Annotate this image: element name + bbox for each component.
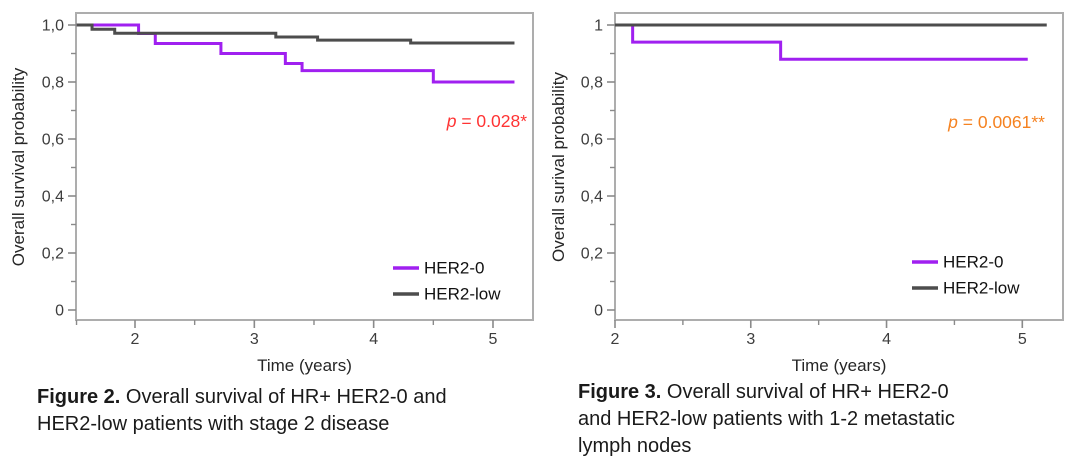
y-axis-tick-label: 0,2 (42, 246, 64, 263)
y-axis-label: Overall survival probability (9, 67, 28, 266)
figure-2-caption-text: Overall survival of HR+ HER2-0 and HER2-… (37, 386, 447, 435)
figure-3-caption: Figure 3. Overall survival of HR+ HER2-0… (578, 379, 1048, 460)
y-axis-tick-label: 0,4 (42, 189, 64, 206)
her2-low-curve (76, 23, 515, 45)
legend-label-her2-low: HER2-low (943, 279, 1020, 298)
y-axis-tick-label: 1,0 (42, 18, 64, 35)
figure-2-caption-label: Figure 2. (37, 386, 121, 408)
figure-2-caption: Figure 2. Overall survival of HR+ HER2-0… (37, 384, 515, 438)
y-axis-tick-label: 0,8 (42, 75, 64, 92)
x-axis-tick-label: 5 (1018, 331, 1027, 348)
y-axis-tick-label: 0,6 (42, 132, 64, 149)
y-axis-tick-label: 0 (55, 303, 64, 320)
x-axis-tick-label: 4 (882, 331, 891, 348)
y-axis-tick-label: 0,8 (581, 75, 603, 92)
legend-label-her2-0: HER2-0 (943, 253, 1003, 272)
y-axis-tick-label: 0,2 (581, 246, 603, 263)
x-axis-tick-label: 3 (250, 331, 259, 348)
legend-label-her2-low: HER2-low (424, 285, 501, 304)
figure-3-caption-label: Figure 3. (578, 381, 662, 403)
figure-3-caption-text: Overall survival of HR+ HER2-0 and HER2-… (578, 381, 955, 457)
figure-2-km-chart: 1,0 0,8 0,6 0,4 0,2 0 2 3 4 5 Time (years) Overall … (9, 12, 534, 375)
her2-0-curve (615, 23, 1028, 61)
legend-label-her2-0: HER2-0 (424, 259, 484, 278)
x-axis-tick-label: 2 (131, 331, 140, 348)
x-axis-tick-label: 4 (369, 331, 378, 348)
y-axis-tick-label: 1 (594, 18, 603, 35)
y-axis-label: Overall surival probability (549, 72, 568, 262)
figure-3-panel: 1 0,8 0,6 0,4 0,2 0 2 3 4 5 Time (years) Overall su… (540, 0, 1080, 464)
y-axis-tick-label: 0,4 (581, 189, 603, 206)
plot-border (75, 12, 534, 321)
figure-3-km-chart: 1 0,8 0,6 0,4 0,2 02 3 4 5 Time (years) Overall su… (549, 12, 1064, 375)
x-axis-tick-label: 2 (611, 331, 620, 348)
y-axis-tick-label: 0 (594, 303, 603, 320)
figure-2-panel: 1,0 0,8 0,6 0,4 0,2 0 2 3 4 5 Time (years) Overall … (9, 12, 534, 438)
x-axis-label: Time (years) (257, 356, 352, 375)
x-axis-tick-label: 5 (489, 331, 498, 348)
y-axis-tick-label: 0,6 (581, 132, 603, 149)
x-axis-label: Time (years) (792, 356, 887, 375)
p-value-annotation: p = 0.0061** (947, 112, 1045, 132)
p-value-annotation: p = 0.028* (446, 111, 527, 131)
x-axis-tick-label: 3 (746, 331, 755, 348)
plot-border (614, 12, 1064, 321)
